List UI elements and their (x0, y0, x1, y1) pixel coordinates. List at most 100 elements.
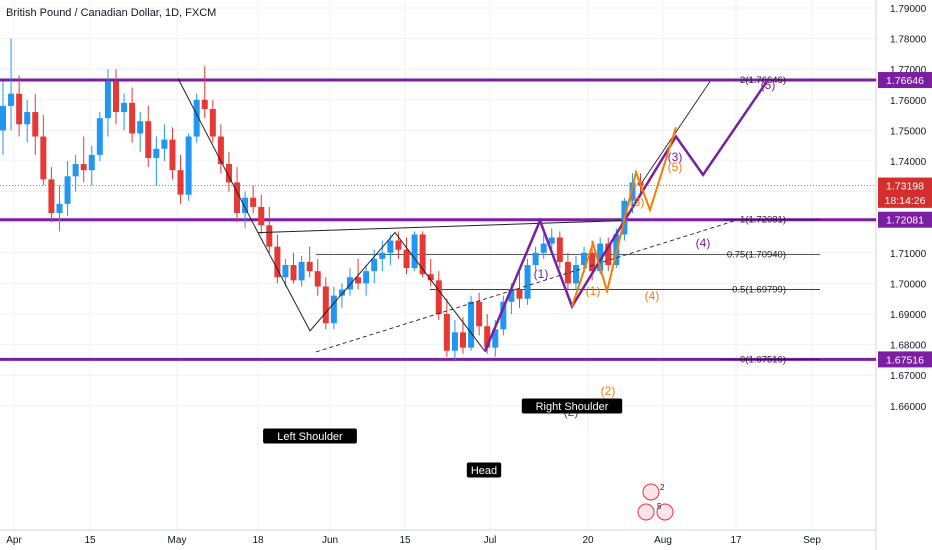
candle-body (104, 81, 111, 119)
candle-body (242, 197, 249, 214)
candle-body (64, 176, 71, 204)
price-tag-bg (878, 177, 932, 194)
candle-body (56, 203, 63, 214)
candle-body (572, 265, 579, 284)
y-tick-label: 1.79000 (890, 4, 927, 15)
price-tag-level-top: 1.76646 (886, 75, 924, 87)
x-tick-label: 17 (730, 535, 742, 546)
x-tick-label: 15 (399, 535, 411, 546)
candle-body (88, 154, 95, 171)
candle-body (129, 102, 136, 134)
event-badge-icon (637, 503, 655, 521)
fib-level-label: 2(1.76646) (740, 75, 786, 86)
candle-body (451, 332, 458, 351)
candle-body (225, 164, 232, 183)
event-badge-count: 2 (660, 483, 665, 492)
candle-body (540, 243, 547, 253)
candle-body (459, 332, 466, 348)
x-tick-label: 15 (84, 535, 96, 546)
wave-label-orange: (2) (601, 384, 616, 398)
target-line (641, 81, 711, 183)
candle-body (80, 164, 87, 171)
candle-body (290, 265, 297, 281)
candle-body (387, 240, 394, 253)
candle-body (314, 271, 321, 287)
price-tag-level-mid: 1.72081 (886, 215, 924, 227)
pattern-label-bg (263, 428, 357, 444)
x-tick-label: 18 (252, 535, 264, 546)
wave-label-purple: (3) (668, 150, 683, 164)
candle-body (169, 139, 176, 171)
candle-body (605, 243, 612, 266)
candle-body (492, 329, 499, 348)
candle-body (371, 258, 378, 272)
candle-body (548, 237, 555, 244)
candle-body (468, 301, 475, 348)
candle-body (403, 249, 410, 269)
event-badge-count: 5 (657, 502, 662, 511)
candle-body (234, 182, 241, 214)
pattern-label: Left Shoulder (277, 431, 343, 443)
y-tick-label: 1.67000 (890, 371, 927, 382)
x-tick-label: Apr (6, 535, 22, 546)
y-tick-label: 1.71000 (890, 249, 927, 260)
candle-body (145, 121, 152, 158)
y-tick-label: 1.77000 (890, 65, 927, 76)
orange-wave-path (571, 127, 677, 307)
pattern-label-bg (521, 398, 623, 414)
candle-body (556, 237, 563, 262)
event-badge-icon (656, 503, 674, 521)
fib-level-label: 0(1.67516) (740, 354, 786, 365)
candle-body (153, 148, 160, 158)
candle-body (589, 252, 596, 272)
y-tick-label: 1.66000 (890, 402, 927, 413)
candle-body (193, 99, 200, 137)
candle-body (476, 301, 483, 327)
chart-title: British Pound / Canadian Dollar, 1D, FXC… (6, 7, 216, 19)
wave-label-orange: (1) (586, 284, 601, 298)
wave-label-purple: (5) (761, 78, 776, 92)
fib-level-label: 0.75(1.70940) (727, 250, 786, 261)
y-tick-label: 1.68000 (890, 341, 927, 352)
neckline (257, 220, 623, 234)
candle-body (137, 121, 144, 134)
pattern-label: Head (471, 465, 497, 477)
price-tag-bg (878, 211, 932, 228)
y-tick-label: 1.70000 (890, 279, 927, 290)
candle-body (185, 136, 192, 195)
fib-level-label: 0.5(1.69799) (732, 285, 786, 296)
candle-body (250, 197, 257, 207)
candle-body (427, 274, 434, 281)
wave-label-orange: (5) (668, 160, 683, 174)
x-tick-label: Aug (654, 535, 672, 546)
candle-body (209, 108, 216, 137)
candle-body (379, 252, 386, 259)
candle-body (298, 261, 305, 281)
y-tick-label: 1.78000 (890, 35, 927, 46)
candle-body (516, 289, 523, 299)
candle-body (338, 289, 345, 296)
candle-body (177, 170, 184, 195)
candle-body (363, 271, 370, 284)
candle-body (112, 81, 119, 113)
x-tick-label: 20 (582, 535, 594, 546)
x-tick-label: Jun (322, 535, 338, 546)
price-tag-bg (878, 72, 932, 89)
event-badge-icon (642, 483, 660, 501)
candle-body (121, 102, 128, 113)
candle-body (217, 136, 224, 165)
candle-body (72, 164, 79, 177)
candle-body (419, 234, 426, 275)
price-tag-bg (878, 191, 932, 208)
fib-level-label: 1(1.72081) (740, 215, 786, 226)
candle-body (500, 301, 507, 330)
x-tick-label: May (168, 535, 187, 546)
candle-body (443, 314, 450, 351)
wave-label-orange: (3) (630, 195, 645, 209)
candle-body (40, 136, 47, 180)
candle-body (629, 182, 636, 201)
price-tag-last-price: 1.73198 (886, 181, 924, 193)
